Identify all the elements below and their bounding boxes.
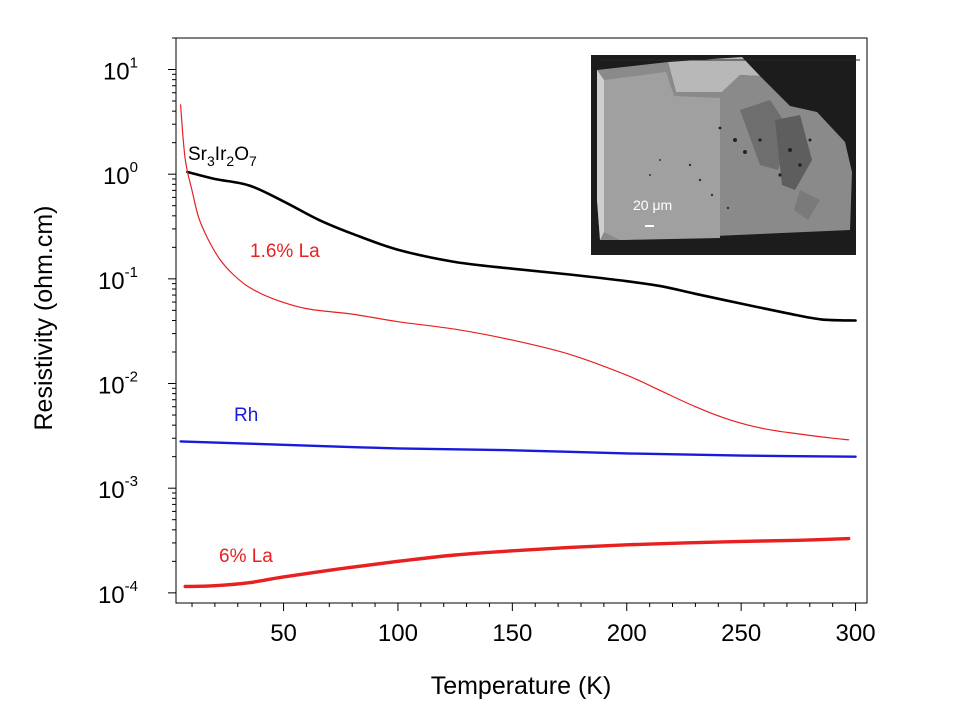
sem-inset-image: 20 μm — [591, 55, 860, 255]
y-tick-label--1: 10-1 — [98, 264, 138, 295]
inset-scale-label: 20 μm — [633, 197, 672, 213]
inset-scale-bar — [645, 225, 654, 227]
x-tick-label-100: 100 — [378, 620, 418, 647]
y-tick-label--3: 10-3 — [98, 473, 138, 504]
series-line-1-6-la — [180, 104, 850, 441]
y-axis-title: Resistivity (ohm.cm) — [30, 205, 58, 430]
x-tick-label-250: 250 — [721, 620, 761, 647]
series-layer — [179, 104, 857, 589]
y-tick-label-1: 101 — [103, 55, 138, 86]
label-sr3ir2o7: Sr3Ir2O7 — [188, 144, 257, 169]
x-tick-label-50: 50 — [270, 620, 297, 647]
x-axis-title: Temperature (K) — [431, 672, 612, 700]
series-line-rh — [179, 440, 857, 458]
y-tick-label-0: 100 — [103, 159, 138, 190]
x-tick-label-200: 200 — [607, 620, 647, 647]
series-line-sr3ir2o7 — [186, 170, 857, 322]
x-tick-label-150: 150 — [492, 620, 532, 647]
y-tick-label--2: 10-2 — [98, 369, 138, 400]
series-line-6-la — [183, 536, 851, 589]
y-tick-label--4: 10-4 — [98, 578, 138, 609]
x-tick-label-300: 300 — [836, 620, 876, 647]
label-1-6-la: 1.6% La — [250, 241, 320, 262]
label-6-la: 6% La — [219, 546, 273, 567]
axes: 50 100 150 200 250 300 101 100 10-1 10-2 10-3 10-4 — [98, 37, 876, 647]
label-rh: Rh — [234, 405, 258, 426]
